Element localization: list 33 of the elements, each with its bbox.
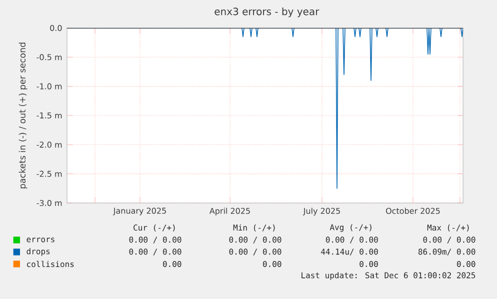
text: 44.14u/ 0.00 [321,248,378,256]
x-tick-label: October 2025 [386,208,440,214]
text: 0.00 / 0.00 [129,248,182,256]
text: 0.00 [456,260,476,267]
text: Min (-/+) [233,224,275,232]
text: 0.00 [360,260,378,267]
text: Cur (-/+) [134,224,175,232]
text: 0.00 [162,260,182,267]
text: 0.00 / 0.00 [229,236,282,244]
text: 0.00 / 0.00 [229,248,282,256]
y-tick-label: -3.0 m [36,200,62,206]
legend-label: errors [26,238,54,242]
y-tick-label: -2.0 m [36,142,62,148]
text: 0.00 / 0.00 [129,236,182,244]
y-tick-label: -2.5 m [36,170,62,177]
y-axis-title: packets in (-) / out (+) per second [18,42,28,188]
y-tick-label: -1.0 m [36,83,62,90]
y-tick-label: 0.0 [50,24,62,32]
text: 86.09m/ 0.00 [418,248,476,256]
x-tick-label: April 2025 [209,208,250,216]
chart-title: enx3 errors - by year [214,7,320,18]
x-tick-label: July 2025 [302,208,340,216]
legend-label: drops [26,248,50,256]
text: 0.00 / 0.00 [326,236,378,244]
text: Avg (-/+) [330,224,372,232]
text: Last update: Sat Dec 6 01:00:02 2025 [302,272,476,280]
text: Max (-/+) [427,224,469,232]
y-tick-label: -1.5 m [36,112,62,118]
legend-label: collisions [27,260,74,268]
x-tick-label: January 2025 [112,208,166,216]
text: 0.00 [262,260,282,267]
y-tick-label: -0.5 m [36,54,62,60]
text: 0.00 / 0.00 [423,236,476,244]
